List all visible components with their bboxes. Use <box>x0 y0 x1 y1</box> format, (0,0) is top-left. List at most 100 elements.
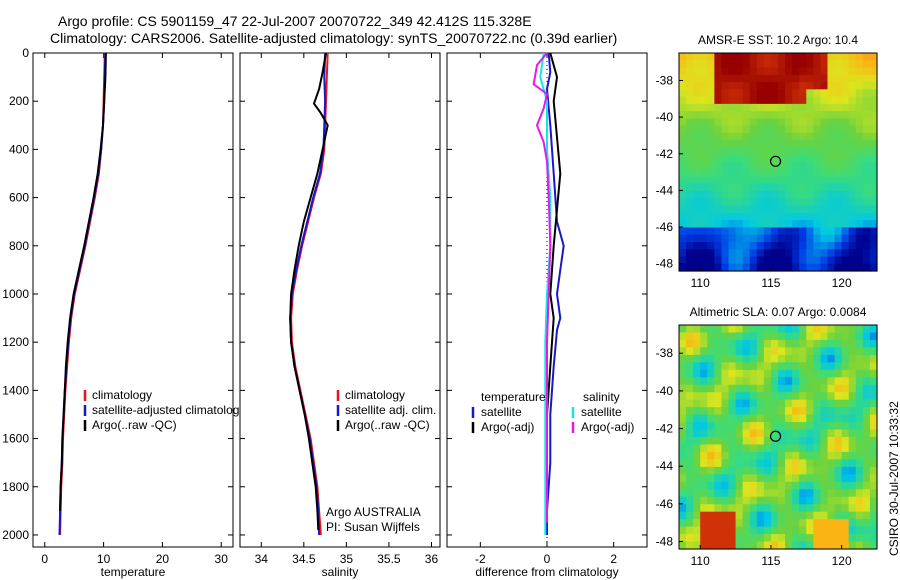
map-cell <box>778 339 786 348</box>
map-cell <box>806 125 814 134</box>
map-cell <box>686 347 694 356</box>
map-cell <box>742 519 751 528</box>
sla-map-ytick-label: -46 <box>656 497 674 511</box>
map-cell <box>778 53 786 61</box>
map-cell <box>742 534 751 543</box>
map-cell <box>820 183 829 192</box>
map-cell <box>862 541 871 550</box>
map-cell <box>749 227 758 236</box>
map-cell <box>778 362 786 371</box>
map-cell <box>855 125 864 134</box>
map-cell <box>707 399 715 408</box>
map-cell <box>827 147 836 156</box>
map-cell <box>728 437 737 446</box>
map-cell <box>742 220 751 228</box>
map-cell <box>756 176 765 185</box>
map-cell <box>721 263 730 272</box>
map-cell <box>686 354 694 363</box>
map-cell <box>749 125 758 134</box>
map-cell <box>686 234 694 243</box>
map-cell <box>707 534 715 543</box>
map-cell <box>714 481 723 490</box>
map-cell <box>707 256 715 265</box>
map-cell <box>855 481 864 490</box>
map-cell <box>813 89 822 98</box>
map-cell <box>756 325 765 334</box>
map-cell <box>820 118 829 127</box>
map-cell <box>756 82 765 90</box>
map-cell <box>770 369 779 378</box>
map-cell <box>756 414 765 423</box>
depth-tick-label: 1800 <box>2 480 29 494</box>
map-cell <box>693 422 701 431</box>
map-cell <box>728 140 737 149</box>
map-cell <box>778 414 786 423</box>
map-cell <box>700 183 708 192</box>
map-cell <box>735 241 744 250</box>
map-cell <box>869 82 878 90</box>
map-cell <box>834 399 843 408</box>
map-cell <box>820 511 829 520</box>
map-cell <box>813 511 822 520</box>
map-cell <box>778 489 786 498</box>
map-cell <box>693 205 701 214</box>
map-cell <box>693 339 701 348</box>
map-cell <box>728 496 737 505</box>
map-cell <box>855 169 864 178</box>
map-cell <box>792 74 800 83</box>
map-cell <box>714 183 723 192</box>
map-cell <box>742 162 751 170</box>
map-cell <box>792 466 800 475</box>
map-cell <box>799 519 807 528</box>
map-cell <box>749 263 758 272</box>
map-cell <box>785 354 793 363</box>
map-cell <box>700 74 708 83</box>
map-cell <box>862 147 871 156</box>
map-cell <box>799 332 807 341</box>
map-cell <box>756 205 765 214</box>
map-cell <box>679 212 687 221</box>
map-cell <box>693 354 701 363</box>
map-cell <box>813 519 822 528</box>
map-cell <box>813 325 822 334</box>
map-cell <box>721 354 730 363</box>
map-cell <box>869 504 878 513</box>
map-cell <box>763 347 772 356</box>
map-cell <box>749 176 758 185</box>
map-cell <box>785 176 793 185</box>
map-cell <box>841 474 850 483</box>
map-cell <box>763 227 772 236</box>
map-cell <box>778 519 786 528</box>
map-cell <box>693 347 701 356</box>
map-cell <box>792 198 800 207</box>
map-cell <box>707 263 715 272</box>
map-cell <box>693 67 701 76</box>
map-cell <box>820 407 829 416</box>
map-cell <box>742 511 751 520</box>
sst-map-xtick-label: 115 <box>761 276 780 290</box>
map-cell <box>834 89 843 98</box>
map-cell <box>785 191 793 199</box>
map-cell <box>679 220 687 228</box>
map-cell <box>728 111 737 119</box>
map-cell <box>714 96 723 105</box>
map-cell <box>749 459 758 468</box>
map-cell <box>693 362 701 371</box>
map-cell <box>848 263 857 272</box>
map-cell <box>700 241 708 250</box>
map-cell <box>785 103 793 112</box>
map-cell <box>820 481 829 490</box>
map-cell <box>848 256 857 265</box>
map-cell <box>742 354 751 363</box>
map-cell <box>735 347 744 356</box>
map-cell <box>763 466 772 475</box>
map-cell <box>799 429 807 438</box>
map-cell <box>778 256 786 265</box>
map-cell <box>714 198 723 207</box>
map-cell <box>778 89 786 98</box>
map-cell <box>770 414 779 423</box>
map-cell <box>778 67 786 76</box>
map-cell <box>756 519 765 528</box>
map-cell <box>700 154 708 163</box>
